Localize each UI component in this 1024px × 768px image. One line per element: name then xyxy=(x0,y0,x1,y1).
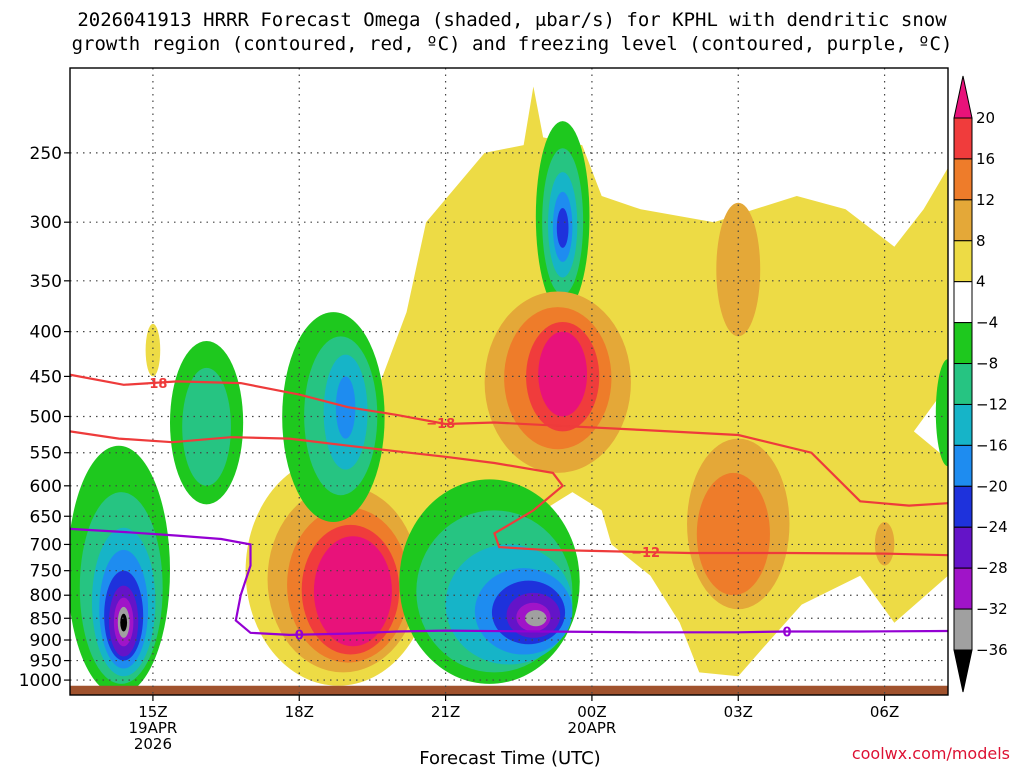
contours xyxy=(70,373,948,637)
xtick-label-18Z-0: 18Z xyxy=(285,703,314,721)
ytick-label-250: 250 xyxy=(30,144,62,164)
colorbar-band-3 xyxy=(953,199,973,242)
colorbar-band-12 xyxy=(953,567,973,610)
colorbar-label-1: 16 xyxy=(976,150,995,168)
colorbar-label-13: −36 xyxy=(976,641,1008,659)
xtick-label-15Z-1: 19APR xyxy=(129,719,178,737)
colorbar-label-3: 8 xyxy=(976,232,986,250)
colorbar-band-8 xyxy=(953,403,973,446)
ytick-label-800: 800 xyxy=(30,586,62,606)
colorbar-label-7: −12 xyxy=(976,395,1008,413)
colorbar-band-11 xyxy=(953,526,973,569)
temperature-label-0: −18 xyxy=(138,377,167,392)
xtick-label-15Z-2: 2026 xyxy=(134,735,172,753)
ytick-label-300: 300 xyxy=(30,213,62,233)
colorbar-label-6: −8 xyxy=(976,355,998,373)
colorbar-label-4: 4 xyxy=(976,273,986,291)
omega-shade-surface-ascent-center-7 xyxy=(525,610,547,627)
ytick-label-750: 750 xyxy=(30,562,62,582)
colorbar-band-7 xyxy=(953,363,973,405)
xtick-label-21Z-0: 21Z xyxy=(431,703,460,721)
xtick-label-15Z-0: 15Z xyxy=(138,703,167,721)
omega-shade-upper-ascent-4 xyxy=(556,207,569,248)
omega-shade-surface-ascent-west-8 xyxy=(120,613,128,632)
colorbar-label-8: −16 xyxy=(976,436,1008,454)
credit-text: coolwx.com/models xyxy=(851,744,1010,763)
ytick-label-600: 600 xyxy=(30,477,62,497)
colorbar-band-13 xyxy=(953,608,973,651)
omega-shade-spot-0 xyxy=(145,323,161,377)
omega-shade-low-descent-4 xyxy=(313,536,392,647)
x-axis-label: Forecast Time (UTC) xyxy=(419,748,600,768)
colorbar-label-12: −32 xyxy=(976,600,1008,618)
colorbar-label-5: −4 xyxy=(976,314,998,332)
omega-shading xyxy=(70,86,948,695)
colorbar-label-10: −24 xyxy=(976,518,1008,536)
colorbar-label-11: −28 xyxy=(976,559,1008,577)
colorbar-label-9: −20 xyxy=(976,477,1008,495)
colorbar-label-2: 12 xyxy=(976,191,995,209)
colorbar-band-10 xyxy=(953,485,973,528)
colorbar-band-1 xyxy=(953,117,973,160)
colorbar-band-6 xyxy=(953,322,973,365)
freezing-level-contour-0 xyxy=(70,527,948,637)
omega-shade-western-band-1 xyxy=(182,367,231,486)
colorbar-band-5 xyxy=(953,281,973,324)
ytick-label-500: 500 xyxy=(30,407,62,427)
colorbar-label-0: 20 xyxy=(976,109,995,127)
colorbar-band-bottom xyxy=(953,649,973,693)
contour-labels: −18 −18 −12 0 0 xyxy=(138,377,792,644)
ytick-label-650: 650 xyxy=(30,507,62,527)
temperature-contour-2 xyxy=(70,430,948,557)
ground-strip xyxy=(70,685,948,695)
omega-shade-lower-descent-east-1 xyxy=(696,472,770,596)
grid-lines xyxy=(70,68,948,695)
ytick-label-900: 900 xyxy=(30,631,62,651)
freezing-level-label-0: 0 xyxy=(295,629,304,644)
ytick-label-1000: 1000 xyxy=(19,671,62,691)
chart-title-line-1: 2026041913 HRRR Forecast Omega (shaded, … xyxy=(77,9,947,31)
temperature-label-3: −12 xyxy=(631,546,660,561)
xtick-label-00Z-1: 20APR xyxy=(568,719,617,737)
freezing-level-label-1: 0 xyxy=(783,625,792,640)
ground-layer xyxy=(70,685,948,695)
ytick-label-700: 700 xyxy=(30,535,62,555)
colorbar-band-top xyxy=(953,75,973,119)
ytick-label-450: 450 xyxy=(30,367,62,387)
plot-frame xyxy=(69,67,949,696)
colorbar-band-2 xyxy=(953,158,973,201)
temperature-contour-0 xyxy=(70,373,948,507)
y-axis: 2503003504004505005506006507007508008509… xyxy=(19,144,70,691)
temperature-label-1: −18 xyxy=(426,417,455,432)
colorbar-band-9 xyxy=(953,444,973,487)
omega-shade-midlevel-descent-3 xyxy=(538,331,588,417)
colorbar-band-4 xyxy=(953,240,973,283)
xtick-label-06Z-0: 06Z xyxy=(870,703,899,721)
ytick-label-350: 350 xyxy=(30,272,62,292)
chart-title-line-2: growth region (contoured, red, ºC) and f… xyxy=(71,33,953,55)
colorbar: 20 16 12 8 4 −4 −8 −12 −16 −20 −24 −28 −32 −36 xyxy=(953,75,1008,693)
ytick-label-950: 950 xyxy=(30,652,62,672)
xtick-label-00Z-0: 00Z xyxy=(577,703,606,721)
ytick-label-550: 550 xyxy=(30,444,62,464)
xtick-label-03Z-0: 03Z xyxy=(724,703,753,721)
ytick-label-850: 850 xyxy=(30,609,62,629)
ytick-label-400: 400 xyxy=(30,323,62,343)
omega-shade-east-edge-ascent-0 xyxy=(935,359,948,467)
